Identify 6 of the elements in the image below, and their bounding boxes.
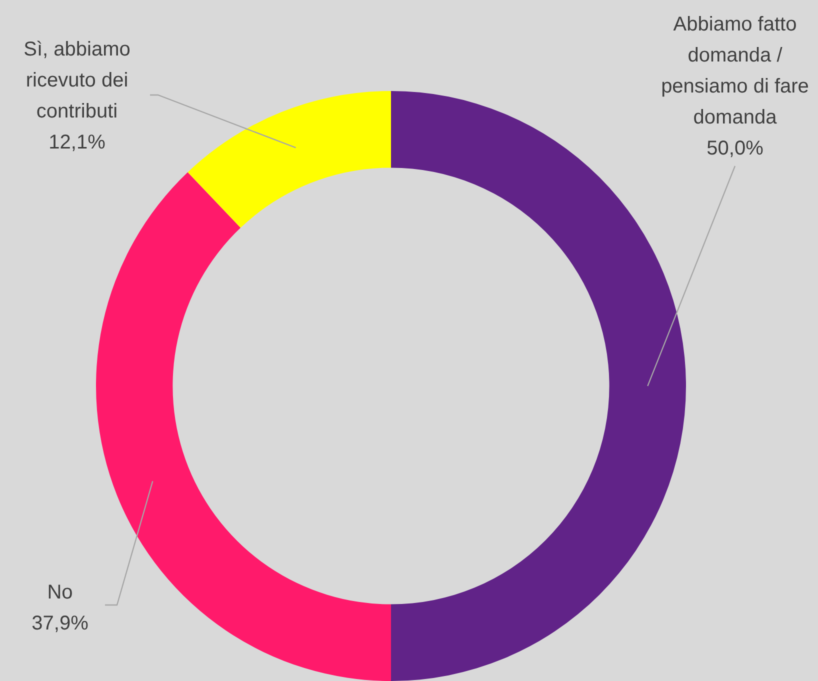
data-label: 12,1% xyxy=(48,132,106,154)
slice-label: Sì, abbiamo ricevuto dei contributi xyxy=(24,38,130,123)
slice-label: Abbiamo fatto domanda / pensiamo di fare domanda xyxy=(661,14,809,129)
slice-label: No xyxy=(47,582,73,604)
data-label: 37,9% xyxy=(32,612,89,635)
data-label: 50,0% xyxy=(706,138,764,160)
